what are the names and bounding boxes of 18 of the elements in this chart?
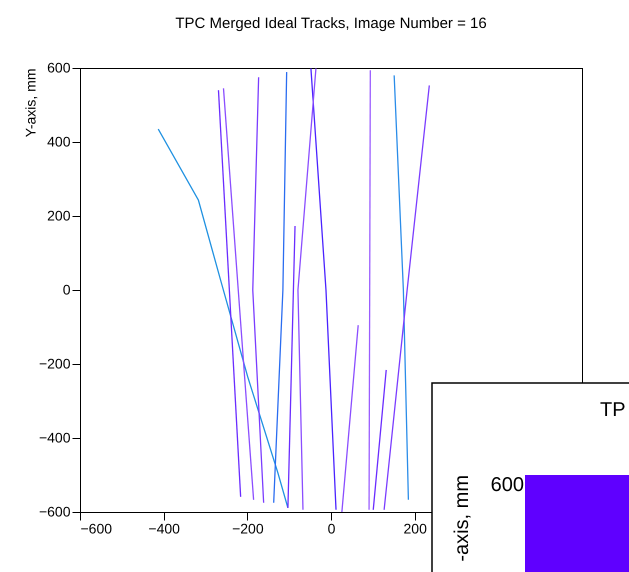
y-tick-label: 400 — [47, 134, 71, 150]
x-tick-label: 200 — [403, 520, 428, 536]
y-tick-label: −200 — [38, 356, 71, 372]
x-tick-label: 0 — [328, 520, 336, 536]
chart-title: TPC Merged Ideal Tracks, Image Number = 16 — [175, 15, 487, 32]
x-tick-label: −400 — [148, 520, 180, 536]
y-tick-label: −400 — [38, 430, 71, 446]
text: -axis, mm — [451, 475, 473, 562]
y-tick-label: 0 — [62, 282, 71, 298]
y-tick-label: −600 — [38, 504, 71, 520]
y-tick-label: 200 — [47, 208, 71, 224]
line-series — [158, 128, 289, 509]
text: TP — [600, 399, 626, 421]
y-axis-title: Y-axis, mm — [22, 68, 38, 138]
y-tick-label: 600 — [47, 60, 71, 76]
x-tick-label: −600 — [80, 520, 112, 536]
annotation: 600 — [490, 474, 524, 496]
x-tick-label: −200 — [232, 520, 264, 536]
